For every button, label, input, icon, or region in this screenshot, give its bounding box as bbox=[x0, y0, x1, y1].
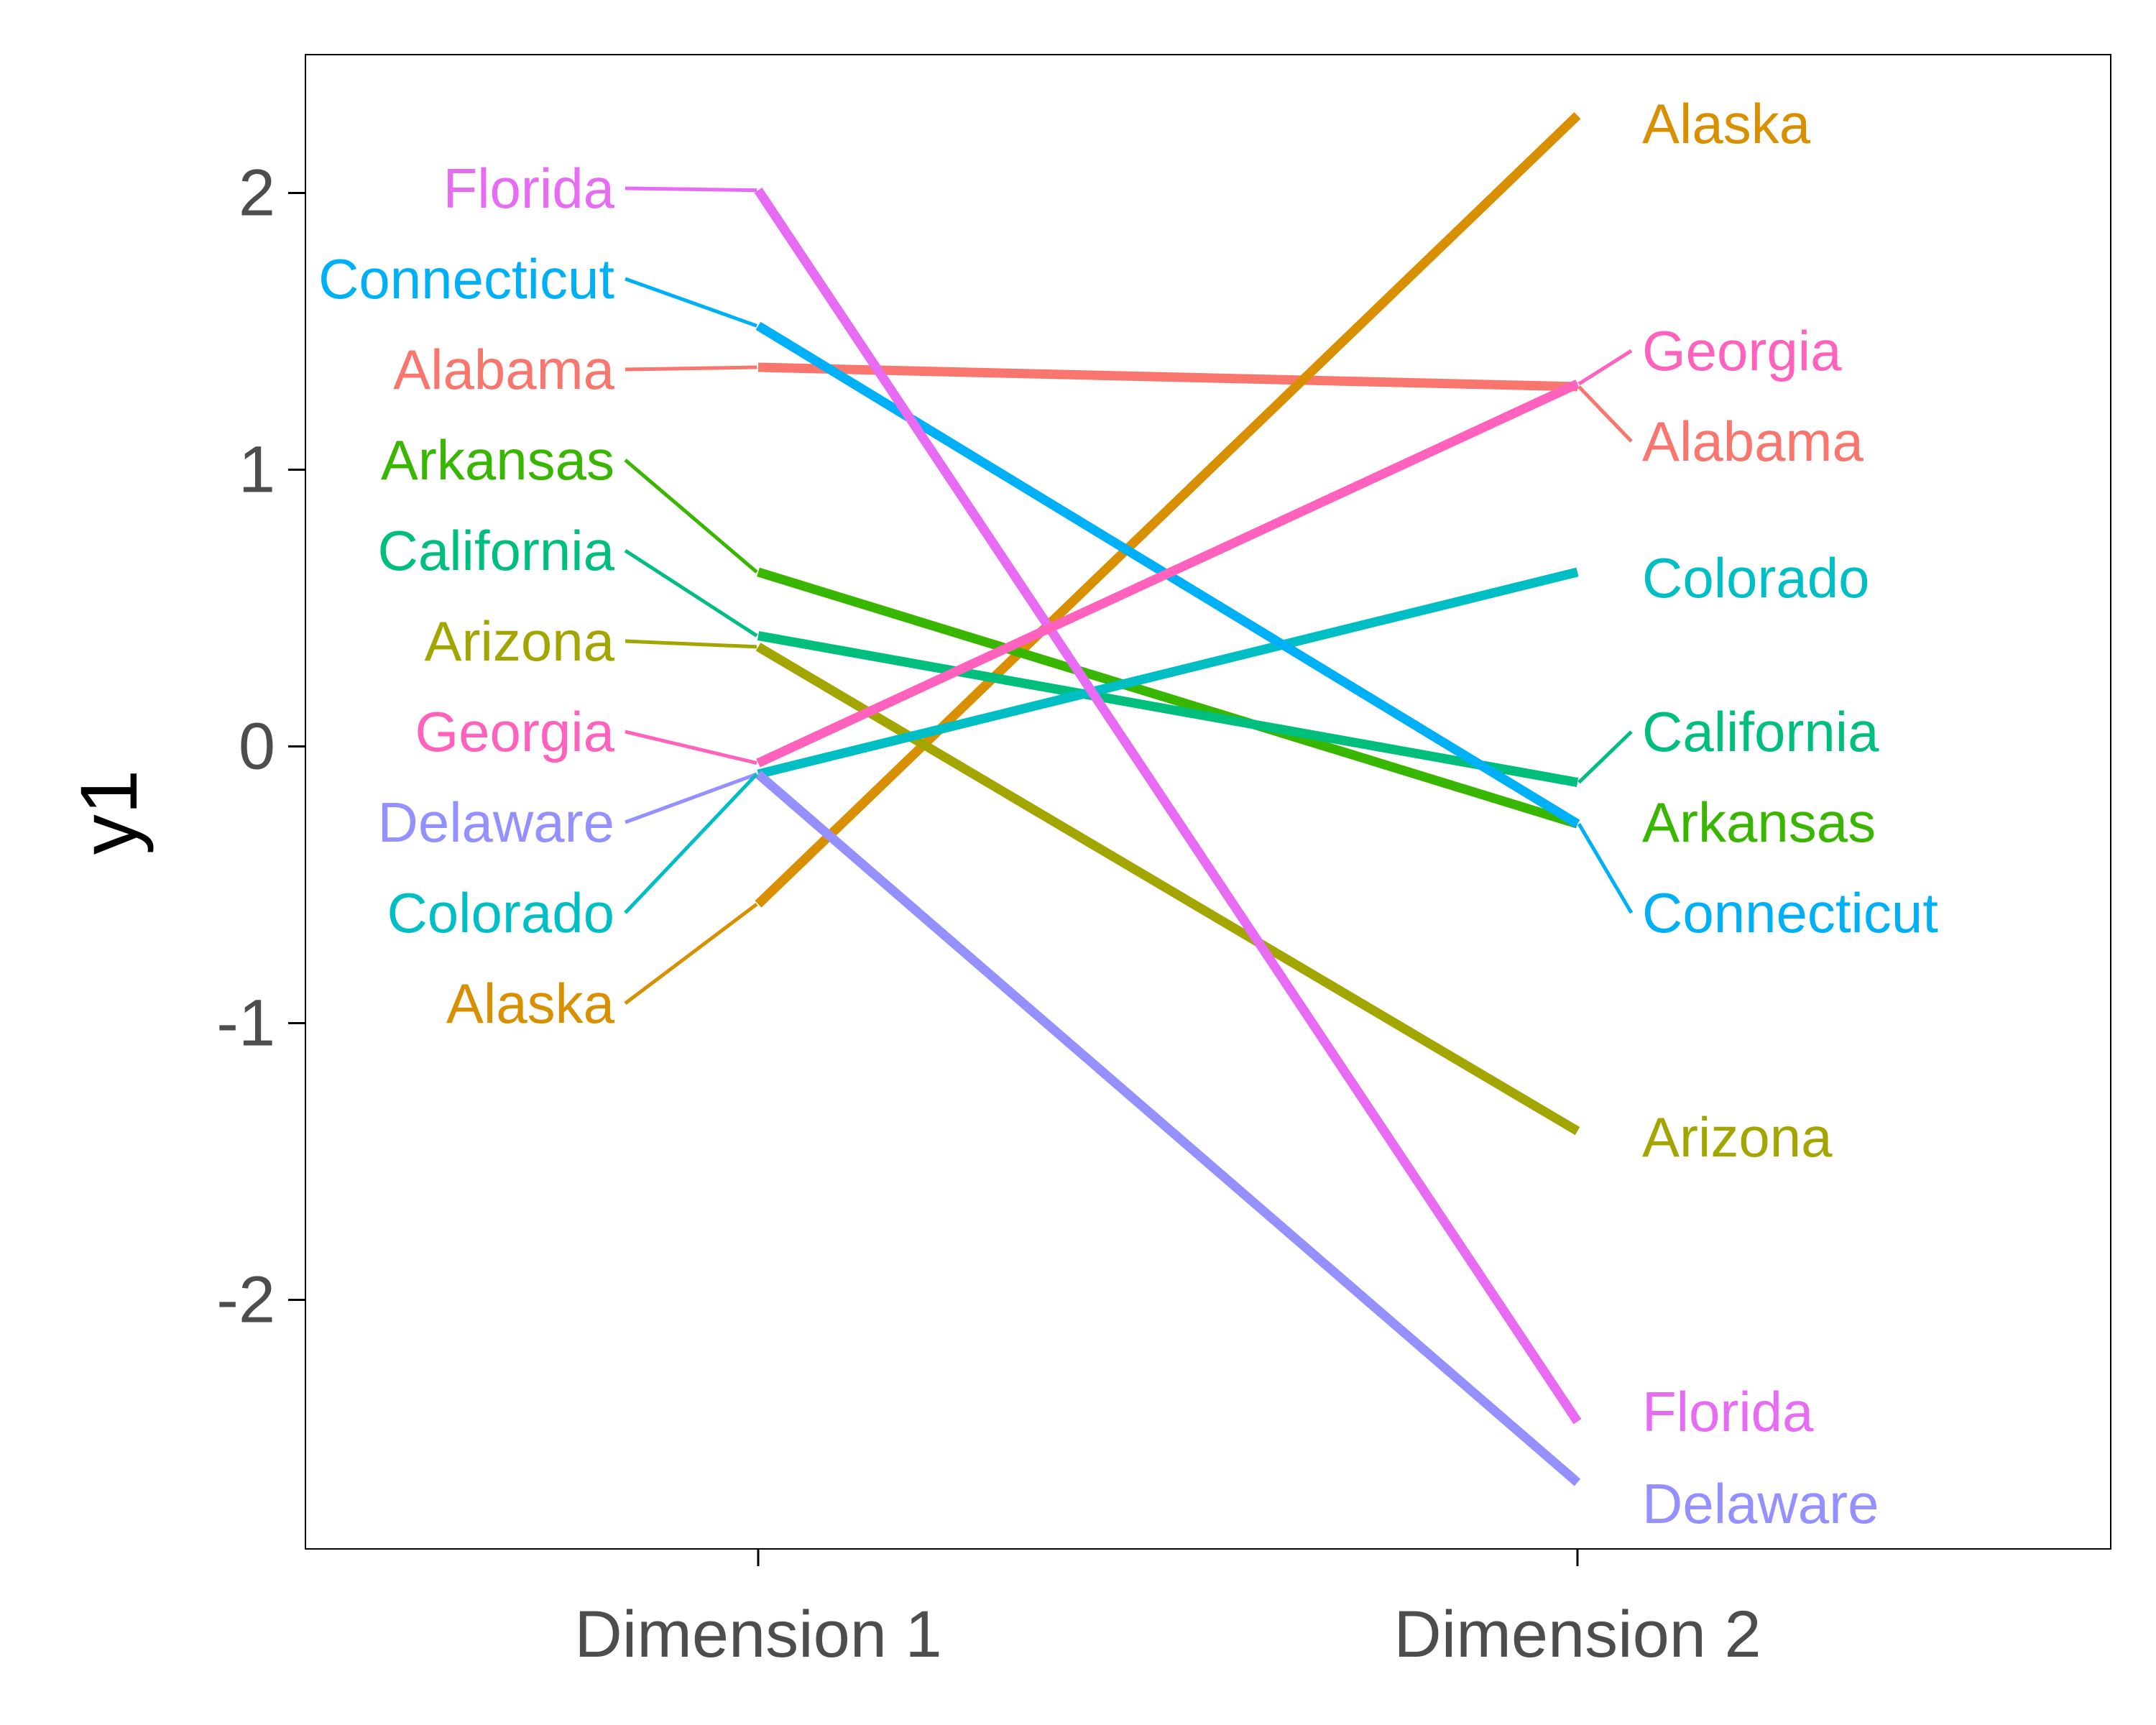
label-left-arizona: Arizona bbox=[425, 610, 615, 673]
leader-left-alabama bbox=[625, 365, 757, 372]
label-right-florida: Florida bbox=[1642, 1380, 1814, 1443]
series-line-georgia bbox=[756, 380, 1580, 768]
series-line-delaware bbox=[755, 770, 1581, 1486]
series-lines bbox=[754, 112, 1582, 1486]
y-tick-label: -2 bbox=[216, 1264, 275, 1337]
label-left-california: California bbox=[378, 519, 615, 582]
y-axis: -2 -1 0 1 2 bbox=[216, 157, 305, 1337]
leader-left-arkansas bbox=[624, 459, 758, 574]
leader-left-connecticut bbox=[625, 277, 757, 328]
x-tick-label: Dimension 1 bbox=[574, 1598, 941, 1671]
leader-right-alabama bbox=[1577, 385, 1633, 443]
series-line-colorado bbox=[757, 567, 1579, 779]
label-left-georgia: Georgia bbox=[415, 700, 615, 763]
leader-left-florida bbox=[625, 186, 757, 193]
y-tick-label: 1 bbox=[239, 433, 275, 507]
label-right-delaware: Delaware bbox=[1642, 1472, 1879, 1535]
leader-left-arizona bbox=[625, 639, 757, 649]
label-right-arizona: Arizona bbox=[1642, 1105, 1833, 1169]
label-right-alaska: Alaska bbox=[1642, 92, 1811, 155]
label-left-colorado: Colorado bbox=[387, 881, 614, 944]
leader-right-california bbox=[1577, 730, 1633, 784]
leader-left-alaska bbox=[624, 902, 758, 1005]
leader-left-california bbox=[624, 548, 758, 638]
x-axis: Dimension 1 Dimension 2 bbox=[574, 1549, 1761, 1671]
label-right-connecticut: Connecticut bbox=[1642, 881, 1938, 944]
leader-right-georgia bbox=[1577, 349, 1633, 386]
leader-left-georgia bbox=[625, 730, 757, 765]
label-right-georgia: Georgia bbox=[1642, 319, 1842, 382]
y-tick-label: 0 bbox=[239, 710, 275, 783]
series-line-arizona bbox=[755, 643, 1580, 1136]
y-axis-title: y1 bbox=[64, 770, 154, 855]
label-leader-lines bbox=[624, 186, 1634, 1005]
label-left-arkansas: Arkansas bbox=[381, 428, 614, 492]
y-tick-label: 2 bbox=[239, 157, 275, 230]
leader-left-delaware bbox=[625, 772, 757, 824]
label-left-alabama: Alabama bbox=[393, 338, 614, 401]
label-right-california: California bbox=[1642, 700, 1879, 763]
y-tick-label: -1 bbox=[216, 987, 275, 1060]
series-line-alabama bbox=[757, 362, 1578, 392]
leader-right-connecticut bbox=[1577, 823, 1634, 914]
label-right-arkansas: Arkansas bbox=[1642, 791, 1876, 854]
label-left-alaska: Alaska bbox=[446, 972, 615, 1035]
leader-left-colorado bbox=[624, 773, 758, 914]
series-line-florida bbox=[754, 188, 1582, 1425]
label-right-colorado: Colorado bbox=[1642, 546, 1870, 610]
series-line-alaska bbox=[755, 112, 1581, 908]
label-left-connecticut: Connecticut bbox=[318, 247, 614, 310]
series-line-california bbox=[757, 631, 1579, 787]
label-right-alabama: Alabama bbox=[1642, 410, 1864, 473]
series-labels: Florida Connecticut Alabama Arkansas Califor… bbox=[318, 92, 1938, 1535]
x-tick-label: Dimension 2 bbox=[1393, 1598, 1761, 1671]
label-left-delaware: Delaware bbox=[378, 791, 614, 854]
series-line-arkansas bbox=[757, 567, 1579, 829]
label-left-florida: Florida bbox=[443, 157, 615, 220]
plot-panel bbox=[305, 54, 2111, 1550]
